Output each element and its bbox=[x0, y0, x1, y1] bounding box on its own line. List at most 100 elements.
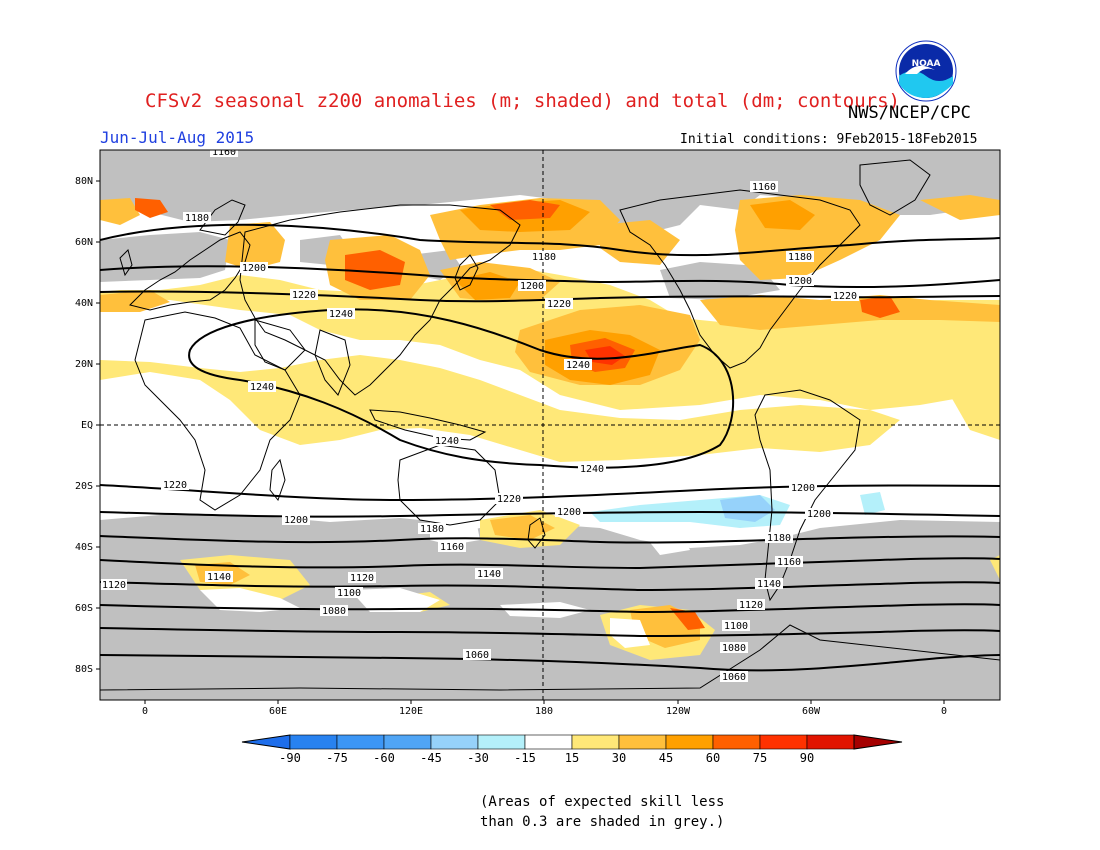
svg-text:1180: 1180 bbox=[532, 252, 556, 263]
svg-text:1160: 1160 bbox=[777, 557, 801, 568]
contour-label: 1160 bbox=[438, 541, 466, 553]
colorbar-tick-label: -15 bbox=[514, 751, 536, 765]
svg-text:1240: 1240 bbox=[329, 309, 353, 320]
svg-text:1120: 1120 bbox=[350, 573, 374, 584]
contour-label: 1240 bbox=[578, 463, 606, 475]
contour-label: 1160 bbox=[775, 556, 803, 568]
svg-text:1120: 1120 bbox=[739, 600, 763, 611]
contour-label: 1220 bbox=[831, 290, 859, 302]
colorbar-swatch bbox=[712, 734, 761, 750]
contour-label: 1200 bbox=[786, 275, 814, 287]
svg-text:1200: 1200 bbox=[284, 515, 308, 526]
colorbar-swatch bbox=[759, 734, 808, 750]
lon-label: 60W bbox=[802, 706, 821, 717]
svg-text:1180: 1180 bbox=[788, 252, 812, 263]
colorbar-swatch bbox=[524, 734, 573, 750]
colorbar-tick-label: 90 bbox=[800, 751, 814, 765]
colorbar-tick-label: -60 bbox=[373, 751, 395, 765]
svg-text:1200: 1200 bbox=[791, 483, 815, 494]
map-field: 1160 1180 1200 1220 1240 1240 1240 1240 … bbox=[100, 147, 1000, 700]
svg-text:1060: 1060 bbox=[465, 650, 489, 661]
contour-label: 1140 bbox=[755, 578, 783, 590]
contour-label: 1240 bbox=[564, 359, 592, 371]
colorbar-swatch bbox=[571, 734, 620, 750]
europe-outline bbox=[129, 231, 251, 311]
contour-label: 1180 bbox=[530, 251, 558, 263]
contour-label: 1180 bbox=[183, 212, 211, 224]
colorbar-swatch bbox=[665, 734, 714, 750]
lat-label: 20N bbox=[75, 359, 93, 370]
contour-label: 1060 bbox=[463, 649, 491, 661]
contour-label: 1100 bbox=[722, 620, 750, 632]
svg-text:1160: 1160 bbox=[752, 182, 776, 193]
svg-text:1220: 1220 bbox=[547, 299, 571, 310]
svg-text:1180: 1180 bbox=[767, 533, 791, 544]
contour-label: 1140 bbox=[475, 568, 503, 580]
svg-text:1200: 1200 bbox=[242, 263, 266, 274]
contour-label: 1080 bbox=[720, 642, 748, 654]
svg-text:1200: 1200 bbox=[520, 281, 544, 292]
colorbar-swatch bbox=[618, 734, 667, 750]
svg-text:1200: 1200 bbox=[788, 276, 812, 287]
initial-conditions-label: Initial conditions: 9Feb2015-18Feb2015 bbox=[680, 132, 978, 147]
svg-text:1220: 1220 bbox=[163, 480, 187, 491]
colorbar-swatch bbox=[336, 734, 385, 750]
arabia-outline bbox=[254, 319, 306, 371]
longitude-axis: 0 60E 120E 180 120W 60W 0 bbox=[142, 700, 947, 717]
svg-text:1240: 1240 bbox=[250, 382, 274, 393]
svg-text:1240: 1240 bbox=[435, 436, 459, 447]
svg-text:1200: 1200 bbox=[557, 507, 581, 518]
lat-label: 80S bbox=[75, 664, 93, 675]
contour-label: 1220 bbox=[290, 289, 318, 301]
skill-note-line-1: (Areas of expected skill less bbox=[480, 794, 725, 810]
lat-label: 20S bbox=[75, 481, 93, 492]
lat-label: 40S bbox=[75, 542, 93, 553]
svg-text:1060: 1060 bbox=[722, 672, 746, 683]
contour-label: 1120 bbox=[737, 599, 765, 611]
chart-title: CFSv2 seasonal z200 anomalies (m; shaded… bbox=[145, 90, 900, 112]
colorbar-tick-label: -90 bbox=[279, 751, 301, 765]
contour-label: 1220 bbox=[495, 493, 523, 505]
contour-label: 1200 bbox=[789, 482, 817, 494]
svg-text:1200: 1200 bbox=[807, 509, 831, 520]
contour-label: 1180 bbox=[418, 523, 446, 535]
madagascar-outline bbox=[269, 458, 286, 502]
contour-label: 1220 bbox=[545, 298, 573, 310]
svg-text:1160: 1160 bbox=[212, 147, 236, 158]
contour-label: 1180 bbox=[786, 251, 814, 263]
contour-label: 1240 bbox=[248, 381, 276, 393]
contour-label: 1120 bbox=[101, 579, 127, 591]
contour-label: 1100 bbox=[335, 587, 363, 599]
skill-note: (Areas of expected skill less than 0.3 a… bbox=[480, 792, 724, 832]
lat-label: EQ bbox=[81, 420, 93, 431]
colorbar-tick-label: 75 bbox=[753, 751, 767, 765]
colorbar-swatch bbox=[383, 734, 432, 750]
season-label: Jun-Jul-Aug 2015 bbox=[100, 128, 255, 147]
colorbar-swatch bbox=[289, 734, 338, 750]
svg-text:1180: 1180 bbox=[185, 213, 209, 224]
svg-text:1140: 1140 bbox=[757, 579, 781, 590]
india-outline bbox=[314, 329, 351, 396]
lon-label: 120W bbox=[666, 706, 691, 717]
lon-label: 0 bbox=[941, 706, 947, 717]
contour-label: 1080 bbox=[320, 605, 348, 617]
africa-outline bbox=[134, 311, 301, 511]
contour-label: 1140 bbox=[205, 571, 233, 583]
svg-text:1160: 1160 bbox=[440, 542, 464, 553]
skill-note-line-2: than 0.3 are shaded in grey.) bbox=[480, 814, 725, 830]
australia-outline bbox=[397, 444, 501, 526]
contour-label: 1200 bbox=[805, 508, 833, 520]
colorbar-arrow-right bbox=[853, 734, 903, 750]
positive-anomaly-shading bbox=[100, 195, 1000, 660]
svg-text:1240: 1240 bbox=[580, 464, 604, 475]
colorbar-tick-label: 45 bbox=[659, 751, 673, 765]
lat-label: 40N bbox=[75, 298, 93, 309]
contour-labels: 1160 1180 1200 1220 1240 1240 1240 1240 … bbox=[101, 147, 859, 683]
contour-label: 1120 bbox=[348, 572, 376, 584]
contour-label: 1060 bbox=[720, 671, 748, 683]
north-america-outline bbox=[619, 189, 861, 369]
colorbar-tick-label: 30 bbox=[612, 751, 626, 765]
colorbar-swatch bbox=[477, 734, 526, 750]
lon-label: 0 bbox=[142, 706, 148, 717]
